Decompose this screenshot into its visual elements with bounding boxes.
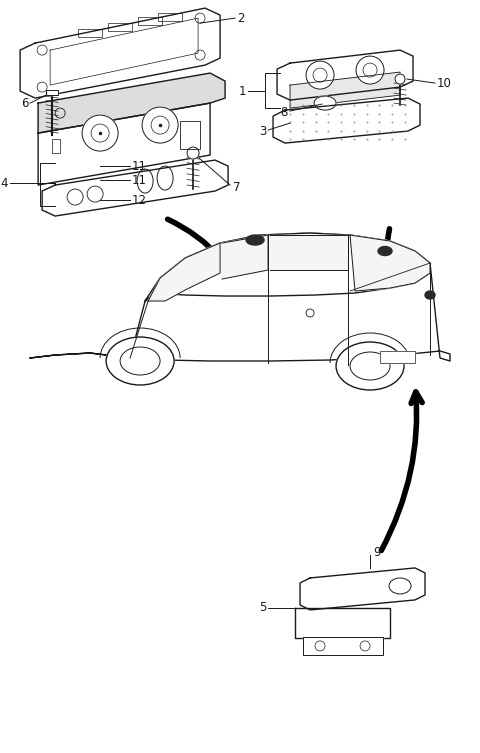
Circle shape — [82, 115, 118, 151]
Ellipse shape — [246, 235, 264, 245]
Circle shape — [395, 74, 405, 84]
Text: 1: 1 — [239, 84, 246, 98]
Text: 4: 4 — [0, 176, 8, 190]
Text: 3: 3 — [259, 124, 266, 138]
Bar — [303, 637, 383, 655]
Text: 12: 12 — [132, 194, 147, 206]
Text: 9: 9 — [373, 547, 381, 559]
Text: 6: 6 — [21, 96, 28, 110]
Polygon shape — [42, 160, 228, 216]
Polygon shape — [300, 568, 425, 610]
Ellipse shape — [157, 166, 173, 190]
Bar — [52, 139, 60, 153]
Bar — [138, 17, 162, 25]
Polygon shape — [270, 235, 348, 270]
Polygon shape — [290, 72, 400, 108]
Circle shape — [142, 107, 178, 143]
Polygon shape — [20, 8, 220, 98]
Polygon shape — [273, 98, 420, 143]
Bar — [46, 90, 58, 95]
Text: 5: 5 — [259, 602, 266, 614]
Bar — [46, 90, 58, 95]
Text: 11: 11 — [132, 160, 147, 172]
Text: 2: 2 — [237, 11, 245, 25]
Ellipse shape — [314, 96, 336, 110]
Polygon shape — [277, 50, 413, 100]
Circle shape — [87, 186, 103, 202]
Text: 8: 8 — [281, 105, 288, 118]
Polygon shape — [38, 103, 210, 185]
Ellipse shape — [425, 291, 435, 299]
Bar — [180, 121, 200, 149]
Bar — [303, 637, 383, 655]
Polygon shape — [350, 235, 430, 291]
Bar — [78, 29, 102, 37]
Ellipse shape — [389, 578, 411, 594]
Bar — [108, 23, 132, 31]
Bar — [158, 13, 182, 21]
Text: 7: 7 — [233, 181, 240, 194]
Circle shape — [187, 147, 199, 159]
Polygon shape — [148, 243, 220, 301]
Polygon shape — [145, 233, 430, 301]
Circle shape — [306, 61, 334, 89]
Ellipse shape — [336, 342, 404, 390]
Polygon shape — [38, 73, 225, 133]
Text: 10: 10 — [437, 77, 452, 90]
Polygon shape — [222, 235, 268, 279]
Polygon shape — [295, 608, 390, 638]
Bar — [380, 351, 415, 363]
Bar — [380, 351, 415, 363]
Polygon shape — [30, 233, 450, 361]
Circle shape — [356, 56, 384, 84]
Bar — [180, 121, 200, 149]
Text: 11: 11 — [132, 173, 147, 187]
Ellipse shape — [106, 337, 174, 385]
Ellipse shape — [378, 246, 392, 255]
Circle shape — [67, 189, 83, 205]
Ellipse shape — [137, 169, 153, 193]
